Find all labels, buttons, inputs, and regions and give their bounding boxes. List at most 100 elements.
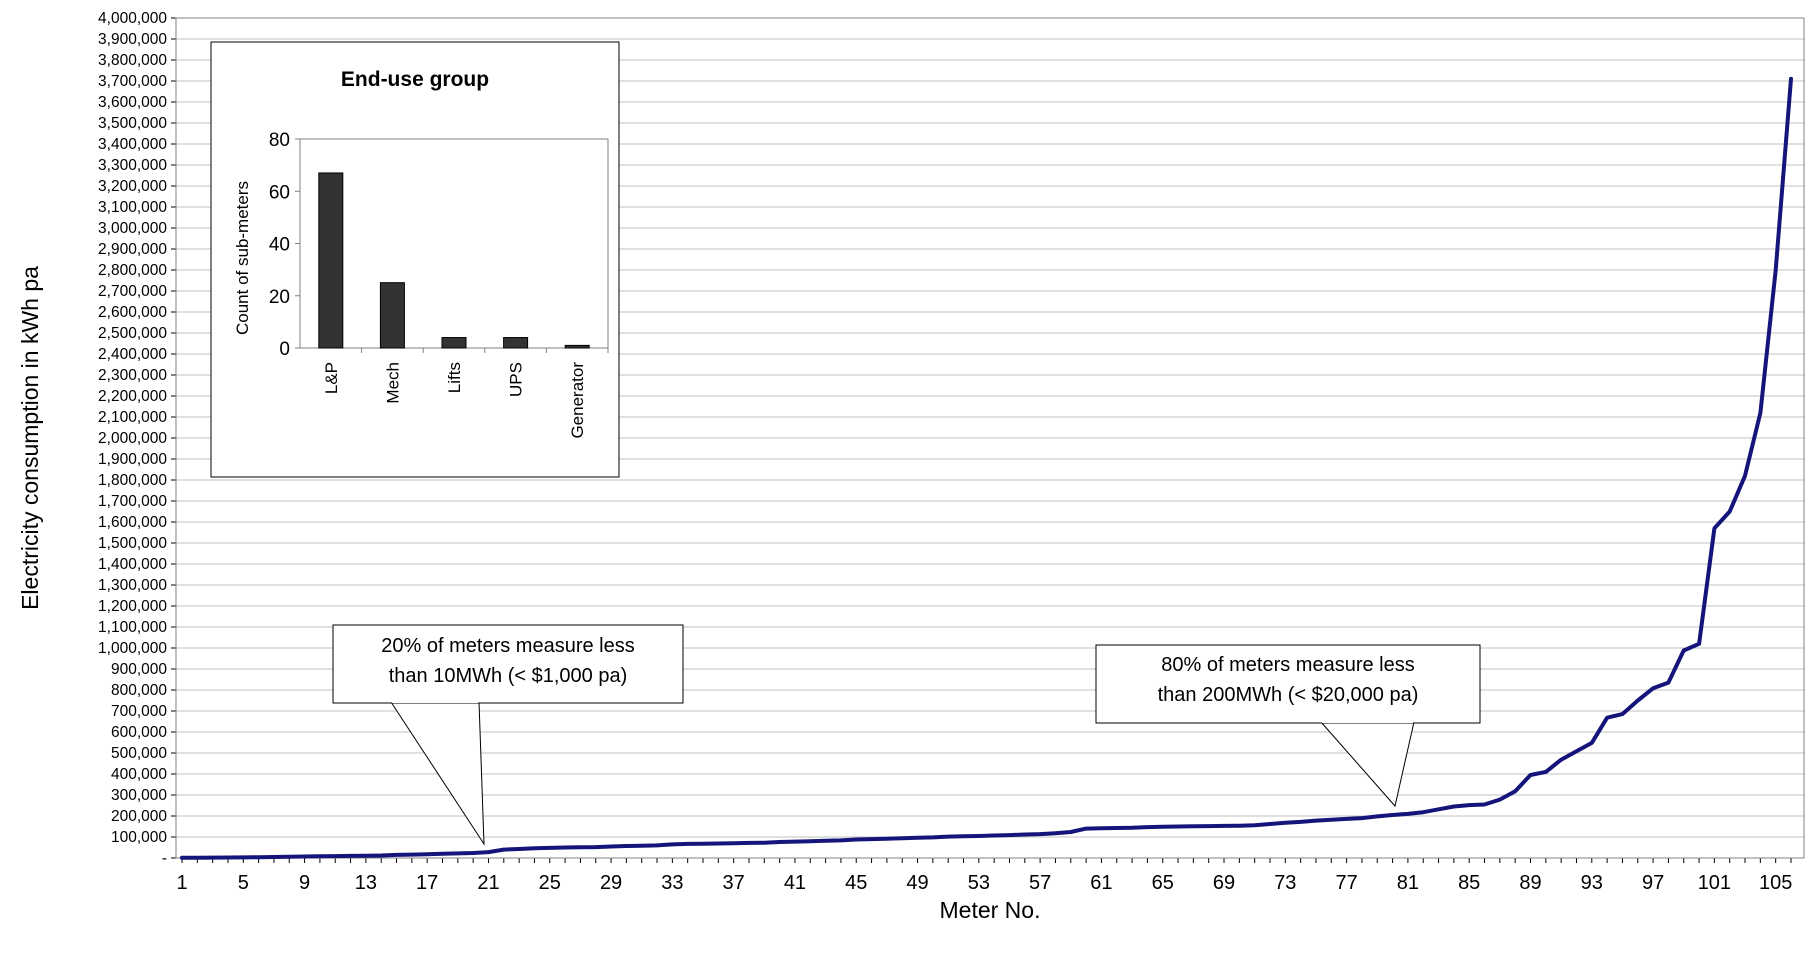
x-tick-label: 61 [1090, 872, 1112, 894]
y-tick-label: 1,000,000 [98, 640, 167, 657]
inset-x-tick-label: UPS [507, 362, 526, 397]
x-tick-label: 69 [1213, 872, 1235, 894]
x-tick-label: 25 [539, 872, 561, 894]
y-tick-label: 3,900,000 [98, 31, 167, 48]
y-tick-label: 2,900,000 [98, 241, 167, 258]
y-tick-label: 500,000 [111, 745, 167, 762]
series-line [180, 76, 1793, 860]
y-tick-label: 3,800,000 [98, 52, 167, 69]
y-tick-label: 600,000 [111, 724, 167, 741]
inset-x-tick-label: Lifts [445, 362, 464, 393]
inset-x-tick-label: Generator [568, 362, 587, 439]
inset-frame [210, 41, 620, 478]
annotation-line-2: than 10MWh (< $1,000 pa) [389, 665, 627, 687]
x-tick-label: 93 [1581, 872, 1603, 894]
x-tick-label: 89 [1519, 872, 1541, 894]
y-tick-label: 1,500,000 [98, 535, 167, 552]
x-tick-label: 13 [355, 872, 377, 894]
inset-bar [441, 337, 467, 349]
inset-bar [318, 172, 344, 349]
inset-bar [564, 344, 590, 349]
y-tick-label: 700,000 [111, 703, 167, 720]
x-tick-label: 101 [1698, 872, 1731, 894]
y-tick-label: 2,100,000 [98, 409, 167, 426]
y-tick-label: 3,300,000 [98, 157, 167, 174]
x-tick-label: 41 [784, 872, 806, 894]
x-tick-label: 5 [238, 872, 249, 894]
y-tick-label: 3,200,000 [98, 178, 167, 195]
inset-y-axis-title: Count of sub-meters [233, 181, 252, 335]
y-tick-label: 2,500,000 [98, 325, 167, 342]
x-tick-label: 17 [416, 872, 438, 894]
inset-y-tick-label: 20 [269, 287, 290, 308]
inset-y-ticks: 0 20 40 60 80 [269, 130, 300, 360]
y-tick-label: 1,900,000 [98, 451, 167, 468]
y-tick-label: 1,600,000 [98, 514, 167, 531]
y-tick-label: 1,800,000 [98, 472, 167, 489]
inset-end-use-chart: End-use group Count of sub-meters 0 20 40 6… [210, 41, 620, 478]
y-tick-label: 1,400,000 [98, 556, 167, 573]
y-tick-label: 2,300,000 [98, 367, 167, 384]
y-tick-label: 400,000 [111, 766, 167, 783]
inset-y-tick-label: 40 [269, 235, 290, 256]
y-tick-label: 1,100,000 [98, 619, 167, 636]
annotation-box [332, 624, 684, 704]
y-tick-label: 4,000,000 [98, 10, 167, 27]
inset-bar [379, 282, 405, 349]
x-tick-label: 57 [1029, 872, 1051, 894]
inset-bar [503, 337, 529, 349]
x-tick-label: 73 [1274, 872, 1296, 894]
x-tick-label: 97 [1642, 872, 1664, 894]
annotation-line-1: 80% of meters measure less [1161, 654, 1414, 676]
x-tick-label: 65 [1152, 872, 1174, 894]
y-tick-label: 3,000,000 [98, 220, 167, 237]
x-tick-label: 49 [906, 872, 928, 894]
inset-y-tick-label: 60 [269, 182, 290, 203]
annotation-20-percent: 20% of meters measure less than 10MWh (<… [332, 624, 684, 846]
x-tick-label: 29 [600, 872, 622, 894]
x-tick-label: 81 [1397, 872, 1419, 894]
x-tick-label: 33 [661, 872, 683, 894]
y-tick-label: 2,200,000 [98, 388, 167, 405]
inset-y-tick-label: 0 [279, 339, 290, 360]
y-tick-label: 300,000 [111, 787, 167, 804]
y-tick-label: 3,700,000 [98, 73, 167, 90]
x-tick-label: 85 [1458, 872, 1480, 894]
x-tick-label: 37 [723, 872, 745, 894]
annotation-line-1: 20% of meters measure less [381, 635, 634, 657]
y-tick-label: 2,000,000 [98, 430, 167, 447]
x-tick-label: 105 [1759, 872, 1792, 894]
y-tick-label: 2,600,000 [98, 304, 167, 321]
y-tick-label: 1,300,000 [98, 577, 167, 594]
y-tick-label: 3,400,000 [98, 136, 167, 153]
y-tick-label: 2,400,000 [98, 346, 167, 363]
annotation-box [1095, 644, 1481, 724]
y-tick-label: 2,800,000 [98, 262, 167, 279]
y-tick-label: 900,000 [111, 661, 167, 678]
y-tick-label: 100,000 [111, 829, 167, 846]
annotation-80-percent: 80% of meters measure less than 200MWh (… [1095, 644, 1481, 808]
x-axis-title: Meter No. [940, 897, 1041, 923]
x-tick-label: 1 [176, 872, 187, 894]
y-axis-ticks: - 100,000 200,000 300,000 400,000 500,000 600,… [98, 10, 176, 867]
plot-area-border [175, 17, 1805, 859]
y-tick-label: 3,500,000 [98, 115, 167, 132]
y-tick-label: 2,700,000 [98, 283, 167, 300]
inset-x-tick-label: Mech [383, 362, 402, 404]
inset-x-ticks: L&P Mech Lifts UPS Generator [322, 348, 609, 439]
x-tick-label: 21 [477, 872, 499, 894]
y-tick-label: 3,100,000 [98, 199, 167, 216]
x-tick-label: 9 [299, 872, 310, 894]
y-tick-label: - [162, 850, 167, 867]
x-tick-label: 53 [968, 872, 990, 894]
y-axis-title: Electricity consumption in kWh pa [17, 266, 43, 610]
x-tick-label: 77 [1335, 872, 1357, 894]
x-tick-label: 45 [845, 872, 867, 894]
y-tick-label: 200,000 [111, 808, 167, 825]
inset-y-tick-label: 80 [269, 130, 290, 151]
annotation-callout-pointer [1319, 721, 1415, 808]
y-tick-label: 1,700,000 [98, 493, 167, 510]
y-tick-label: 1,200,000 [98, 598, 167, 615]
inset-x-tick-label: L&P [322, 362, 341, 394]
